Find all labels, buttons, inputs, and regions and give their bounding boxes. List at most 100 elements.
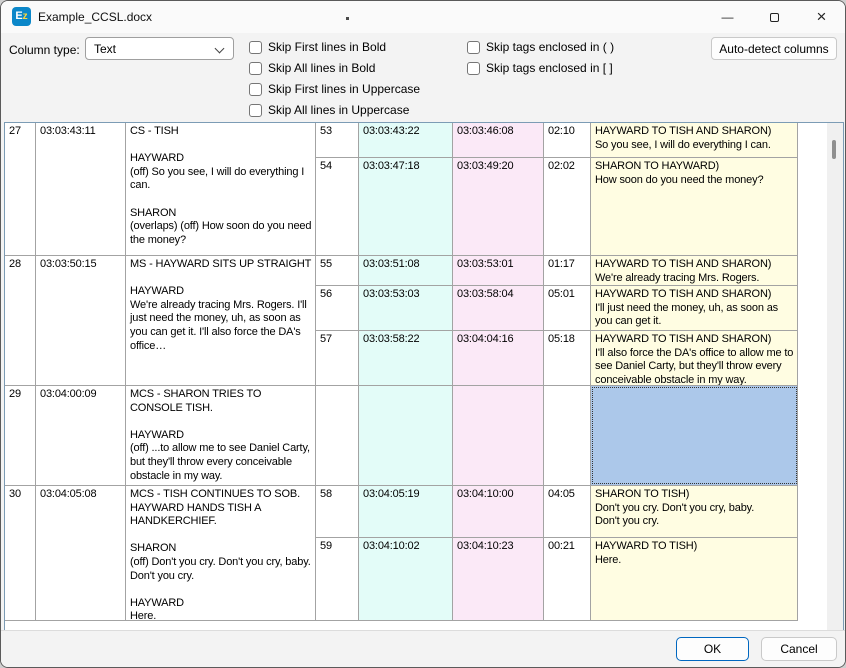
checkbox-skip-tags-brackets[interactable]: Skip tags enclosed in [ ] bbox=[467, 61, 613, 75]
checkbox-label: Skip tags enclosed in ( ) bbox=[486, 40, 614, 54]
duration-cell[interactable]: 00:21 bbox=[544, 538, 591, 620]
checkbox-skip-tags-parens[interactable]: Skip tags enclosed in ( ) bbox=[467, 40, 614, 54]
timecode-out-cell[interactable]: 03:03:49:20 bbox=[453, 158, 544, 255]
duration-cell[interactable]: 02:10 bbox=[544, 123, 591, 157]
chevron-down-icon bbox=[215, 44, 225, 54]
app-icon: Ez bbox=[12, 7, 31, 26]
minimize-icon: — bbox=[722, 10, 734, 24]
maximize-icon bbox=[770, 13, 779, 22]
titlebar: Ez Example_CCSL.docx — × bbox=[1, 1, 845, 33]
duration-cell[interactable]: 02:02 bbox=[544, 158, 591, 255]
table-row bbox=[316, 386, 798, 486]
subtitle-number-cell[interactable]: 59 bbox=[316, 538, 359, 620]
ok-button[interactable]: OK bbox=[676, 637, 749, 661]
checkbox-box[interactable] bbox=[249, 62, 262, 75]
checkbox-label: Skip All lines in Uppercase bbox=[268, 103, 409, 117]
checkbox-label: Skip tags enclosed in [ ] bbox=[486, 61, 613, 75]
scene-number-cell[interactable]: 28 bbox=[5, 256, 36, 385]
scrollbar-thumb[interactable] bbox=[832, 140, 836, 159]
scene-text-cell[interactable]: MCS - TISH CONTINUES TO SOB. HAYWARD HAN… bbox=[126, 486, 316, 620]
timecode-in-cell[interactable] bbox=[359, 386, 453, 485]
subtitle-number-cell[interactable]: 54 bbox=[316, 158, 359, 255]
checkbox-box[interactable] bbox=[467, 41, 480, 54]
subtitle-text-cell-selected[interactable] bbox=[591, 386, 798, 485]
scene-text-cell[interactable]: CS - TISH HAYWARD (off) So you see, I wi… bbox=[126, 123, 316, 255]
timecode-out-cell[interactable]: 03:03:58:04 bbox=[453, 286, 544, 330]
table-row: 29 03:04:00:09 MCS - SHARON TRIES TO CON… bbox=[5, 386, 316, 486]
subtitle-text-cell[interactable]: SHARON TO TISH) Don't you cry. Don't you… bbox=[591, 486, 798, 537]
subtitle-number-cell[interactable]: 58 bbox=[316, 486, 359, 537]
auto-detect-columns-button[interactable]: Auto-detect columns bbox=[711, 37, 837, 60]
timecode-in-cell[interactable]: 03:03:47:18 bbox=[359, 158, 453, 255]
subtitle-number-cell[interactable]: 55 bbox=[316, 256, 359, 285]
duration-cell[interactable]: 05:01 bbox=[544, 286, 591, 330]
timecode-out-cell[interactable]: 03:03:53:01 bbox=[453, 256, 544, 285]
table-row: 55 03:03:51:08 03:03:53:01 01:17 HAYWARD… bbox=[316, 256, 798, 286]
subtitle-text-cell[interactable]: HAYWARD TO TISH AND SHARON) We're alread… bbox=[591, 256, 798, 285]
timecode-in-cell[interactable]: 03:03:53:03 bbox=[359, 286, 453, 330]
scene-time-cell[interactable]: 03:03:50:15 bbox=[36, 256, 126, 385]
duration-cell[interactable] bbox=[544, 386, 591, 485]
timecode-out-cell[interactable] bbox=[453, 386, 544, 485]
subtitle-text-cell[interactable]: HAYWARD TO TISH AND SHARON) So you see, … bbox=[591, 123, 798, 157]
timecode-in-cell[interactable]: 03:03:43:22 bbox=[359, 123, 453, 157]
subtitle-number-cell[interactable]: 56 bbox=[316, 286, 359, 330]
close-button[interactable]: × bbox=[798, 1, 845, 33]
table-row: 59 03:04:10:02 03:04:10:23 00:21 HAYWARD… bbox=[316, 538, 798, 621]
checkbox-skip-all-uppercase[interactable]: Skip All lines in Uppercase bbox=[249, 103, 409, 117]
titlebar-dot-artifact bbox=[346, 17, 349, 20]
scene-number-cell[interactable]: 27 bbox=[5, 123, 36, 255]
column-type-dropdown[interactable]: Text bbox=[85, 37, 234, 60]
duration-cell[interactable]: 04:05 bbox=[544, 486, 591, 537]
app-icon-letter-z: z bbox=[23, 12, 28, 22]
table-row: 56 03:03:53:03 03:03:58:04 05:01 HAYWARD… bbox=[316, 286, 798, 331]
checkbox-box[interactable] bbox=[467, 62, 480, 75]
table-grid: 27 03:03:43:11 CS - TISH HAYWARD (off) S… bbox=[5, 123, 827, 631]
checkbox-skip-first-bold[interactable]: Skip First lines in Bold bbox=[249, 40, 386, 54]
maximize-button[interactable] bbox=[751, 1, 798, 33]
timecode-in-cell[interactable]: 03:04:10:02 bbox=[359, 538, 453, 620]
timecode-out-cell[interactable]: 03:03:46:08 bbox=[453, 123, 544, 157]
checkbox-box[interactable] bbox=[249, 104, 262, 117]
checkbox-skip-all-bold[interactable]: Skip All lines in Bold bbox=[249, 61, 375, 75]
options-panel: Column type: Text Skip First lines in Bo… bbox=[1, 33, 845, 122]
scene-text-cell[interactable]: MCS - SHARON TRIES TO CONSOLE TISH. HAYW… bbox=[126, 386, 316, 485]
document-table: 27 03:03:43:11 CS - TISH HAYWARD (off) S… bbox=[4, 122, 844, 632]
table-row: 58 03:04:05:19 03:04:10:00 04:05 SHARON … bbox=[316, 486, 798, 538]
subtitle-number-cell[interactable]: 57 bbox=[316, 331, 359, 385]
table-row: 28 03:03:50:15 MS - HAYWARD SITS UP STRA… bbox=[5, 256, 316, 386]
scene-time-cell[interactable]: 03:04:00:09 bbox=[36, 386, 126, 485]
table-row: 54 03:03:47:18 03:03:49:20 02:02 SHARON … bbox=[316, 158, 798, 256]
subtitle-number-cell[interactable]: 53 bbox=[316, 123, 359, 157]
scene-time-cell[interactable]: 03:04:05:08 bbox=[36, 486, 126, 620]
table-row: 57 03:03:58:22 03:04:04:16 05:18 HAYWARD… bbox=[316, 331, 798, 386]
subtitle-text-cell[interactable]: HAYWARD TO TISH AND SHARON) I'll just ne… bbox=[591, 286, 798, 330]
scene-time-cell[interactable]: 03:03:43:11 bbox=[36, 123, 126, 255]
vertical-scrollbar[interactable] bbox=[827, 123, 843, 631]
timecode-out-cell[interactable]: 03:04:04:16 bbox=[453, 331, 544, 385]
checkbox-box[interactable] bbox=[249, 41, 262, 54]
checkbox-box[interactable] bbox=[249, 83, 262, 96]
duration-cell[interactable]: 01:17 bbox=[544, 256, 591, 285]
timecode-in-cell[interactable]: 03:03:58:22 bbox=[359, 331, 453, 385]
spotting-column-group: 53 03:03:43:22 03:03:46:08 02:10 HAYWARD… bbox=[316, 123, 798, 621]
subtitle-number-cell[interactable] bbox=[316, 386, 359, 485]
table-row: 27 03:03:43:11 CS - TISH HAYWARD (off) S… bbox=[5, 123, 316, 256]
window-controls: — × bbox=[704, 1, 845, 33]
cancel-button[interactable]: Cancel bbox=[761, 637, 837, 661]
duration-cell[interactable]: 05:18 bbox=[544, 331, 591, 385]
subtitle-text-cell[interactable]: HAYWARD TO TISH) Here. bbox=[591, 538, 798, 620]
scene-number-cell[interactable]: 29 bbox=[5, 386, 36, 485]
subtitle-text-cell[interactable]: SHARON TO HAYWARD) How soon do you need … bbox=[591, 158, 798, 255]
timecode-out-cell[interactable]: 03:04:10:00 bbox=[453, 486, 544, 537]
checkbox-skip-first-uppercase[interactable]: Skip First lines in Uppercase bbox=[249, 82, 420, 96]
timecode-out-cell[interactable]: 03:04:10:23 bbox=[453, 538, 544, 620]
dialog-window: Ez Example_CCSL.docx — × Column type: Te… bbox=[0, 0, 846, 668]
timecode-in-cell[interactable]: 03:03:51:08 bbox=[359, 256, 453, 285]
scene-text-cell[interactable]: MS - HAYWARD SITS UP STRAIGHT HAYWARD We… bbox=[126, 256, 316, 385]
scene-number-cell[interactable]: 30 bbox=[5, 486, 36, 620]
subtitle-text-cell[interactable]: HAYWARD TO TISH AND SHARON) I'll also fo… bbox=[591, 331, 798, 385]
app-icon-letter-e: E bbox=[15, 11, 22, 22]
minimize-button[interactable]: — bbox=[704, 1, 751, 33]
timecode-in-cell[interactable]: 03:04:05:19 bbox=[359, 486, 453, 537]
